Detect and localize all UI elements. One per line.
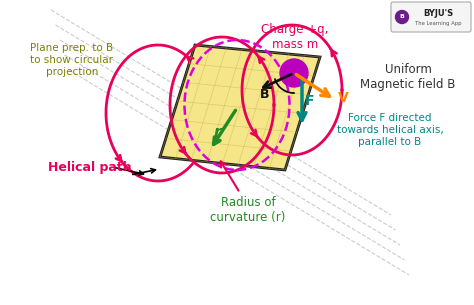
Text: Radius of
curvature (r): Radius of curvature (r) bbox=[210, 196, 286, 224]
Text: Force F directed
towards helical axis,
parallel to B: Force F directed towards helical axis, p… bbox=[337, 113, 443, 147]
Text: Helical path: Helical path bbox=[48, 160, 132, 174]
Text: B: B bbox=[260, 88, 270, 101]
Text: B: B bbox=[400, 15, 404, 20]
Text: Charge +q,
mass m: Charge +q, mass m bbox=[261, 23, 328, 51]
Text: The Learning App: The Learning App bbox=[415, 20, 461, 26]
Text: F: F bbox=[305, 94, 315, 108]
Text: BYJU'S: BYJU'S bbox=[423, 9, 453, 17]
Polygon shape bbox=[160, 45, 320, 170]
FancyBboxPatch shape bbox=[391, 2, 471, 32]
Circle shape bbox=[280, 59, 308, 87]
Text: Plane prep. to B
to show circular
projection: Plane prep. to B to show circular projec… bbox=[30, 43, 114, 77]
Text: Uniform
Magnetic field B: Uniform Magnetic field B bbox=[360, 63, 456, 91]
Text: V: V bbox=[338, 91, 349, 105]
Circle shape bbox=[395, 10, 409, 23]
Text: r: r bbox=[214, 125, 221, 140]
